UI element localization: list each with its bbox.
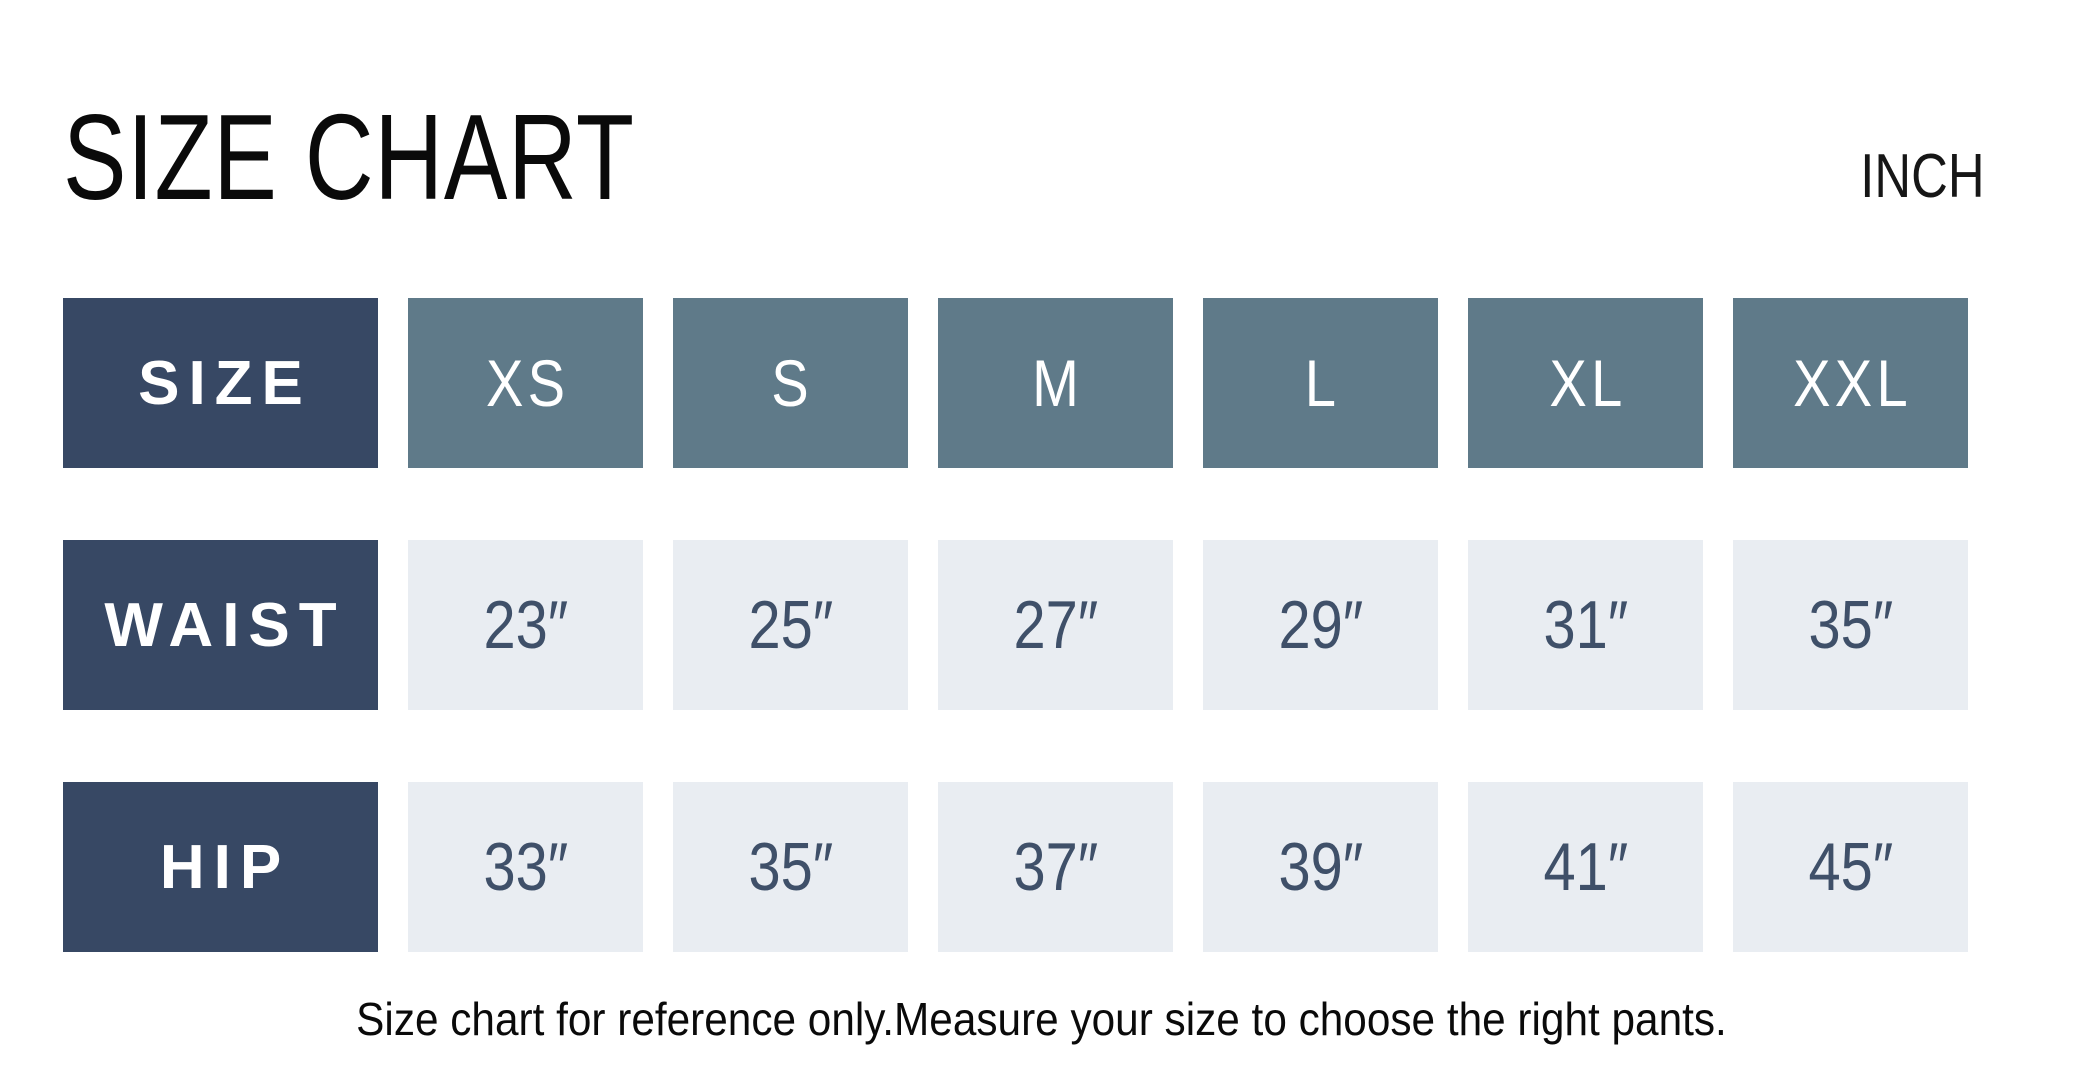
hip-value-cell-xs: 33″ [408,782,643,952]
measurement-value: 29″ [1278,587,1363,663]
waist-value-cell-xs: 23″ [408,540,643,710]
row-header-cell-waist: WAIST [63,540,378,710]
measurement-value: 23″ [483,587,568,663]
measurement-value: 31″ [1543,587,1628,663]
size-header-cell-xl: XL [1468,298,1703,468]
waist-value-cell-xxl: 35″ [1733,540,1968,710]
waist-value-cell-xl: 31″ [1468,540,1703,710]
measurement-value: 45″ [1808,829,1893,905]
measurement-value: 35″ [748,829,833,905]
size-header-cell-xxl: XXL [1733,298,1968,468]
waist-value-cell-s: 25″ [673,540,908,710]
hip-value-cell-m: 37″ [938,782,1173,952]
size-header-label: S [771,346,814,420]
size-header-label: XS [485,346,570,420]
size-header-label: M [1032,346,1084,420]
hip-value-cell-xl: 41″ [1468,782,1703,952]
row-header-cell-hip: HIP [63,782,378,952]
measurement-value: 39″ [1278,829,1363,905]
corner-header-cell: SIZE [63,298,378,468]
size-header-cell-l: L [1203,298,1438,468]
hip-value-cell-l: 39″ [1203,782,1438,952]
page-title: SIZE CHART [63,89,635,225]
size-table: SIZE XS S M L XL XXL WAIST 23″ 25″ [63,298,1968,952]
size-header-label: XL [1549,346,1627,420]
row-header-label: WAIST [104,590,346,660]
waist-value-cell-l: 29″ [1203,540,1438,710]
size-header-cell-xs: XS [408,298,643,468]
measurement-value: 35″ [1808,587,1893,663]
corner-header-label: SIZE [138,348,312,418]
size-header-label: XXL [1793,346,1913,420]
size-header-cell-s: S [673,298,908,468]
size-header-cell-m: M [938,298,1173,468]
hip-value-cell-s: 35″ [673,782,908,952]
measurement-value: 25″ [748,587,833,663]
hip-value-cell-xxl: 45″ [1733,782,1968,952]
measurement-value: 41″ [1543,829,1628,905]
unit-label: INCH [1860,142,1985,211]
reference-note: Size chart for reference only.Measure yo… [356,993,1727,1045]
waist-value-cell-m: 27″ [938,540,1173,710]
measurement-value: 27″ [1013,587,1098,663]
header: SIZE CHART INCH [63,96,1985,218]
measurement-value: 33″ [483,829,568,905]
measurement-value: 37″ [1013,829,1098,905]
row-header-label: HIP [159,832,291,902]
size-header-label: L [1304,346,1341,420]
